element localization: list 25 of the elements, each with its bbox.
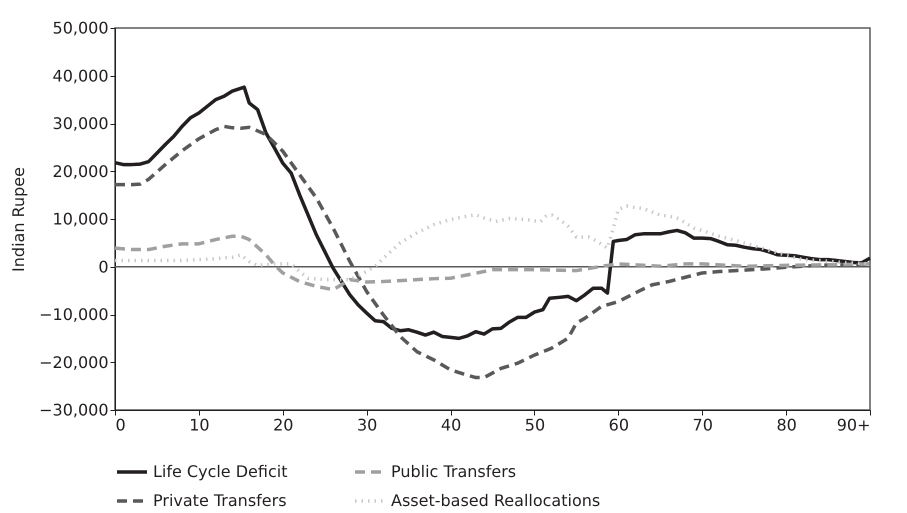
y-tick-label: 50,000 xyxy=(52,18,108,38)
x-tick-label: 30 xyxy=(356,416,378,434)
x-tick-label: 60 xyxy=(608,416,630,434)
y-tick-label: 40,000 xyxy=(52,66,108,86)
y-tick-label: 30,000 xyxy=(52,114,108,133)
legend-label: Life Cycle Deficit xyxy=(153,462,288,481)
y-tick-label: 20,000 xyxy=(52,162,108,181)
y-tick-label: 0 xyxy=(98,257,108,276)
x-tick-label: 50 xyxy=(524,416,546,434)
legend-label: Public Transfers xyxy=(391,462,516,481)
x-tick-label: 40 xyxy=(440,416,462,434)
y-axis-title: Indian Rupee xyxy=(9,167,28,272)
legend-label: Asset-based Reallocations xyxy=(391,491,600,510)
x-tick-label: 70 xyxy=(692,416,713,434)
x-tick-label: 20 xyxy=(273,416,294,434)
x-tick-label: 90+ xyxy=(836,416,870,434)
y-tick-label: −10,000 xyxy=(39,305,108,324)
x-tick-label: 80 xyxy=(776,416,797,434)
y-tick-label: 10,000 xyxy=(52,210,108,228)
y-tick-label: −20,000 xyxy=(39,352,108,372)
line-series xyxy=(113,234,872,292)
y-tick-label: −30,000 xyxy=(39,400,108,420)
legend-label: Private Transfers xyxy=(153,491,287,510)
x-tick-label: 10 xyxy=(189,416,210,434)
x-tick-label: 0 xyxy=(116,416,126,434)
